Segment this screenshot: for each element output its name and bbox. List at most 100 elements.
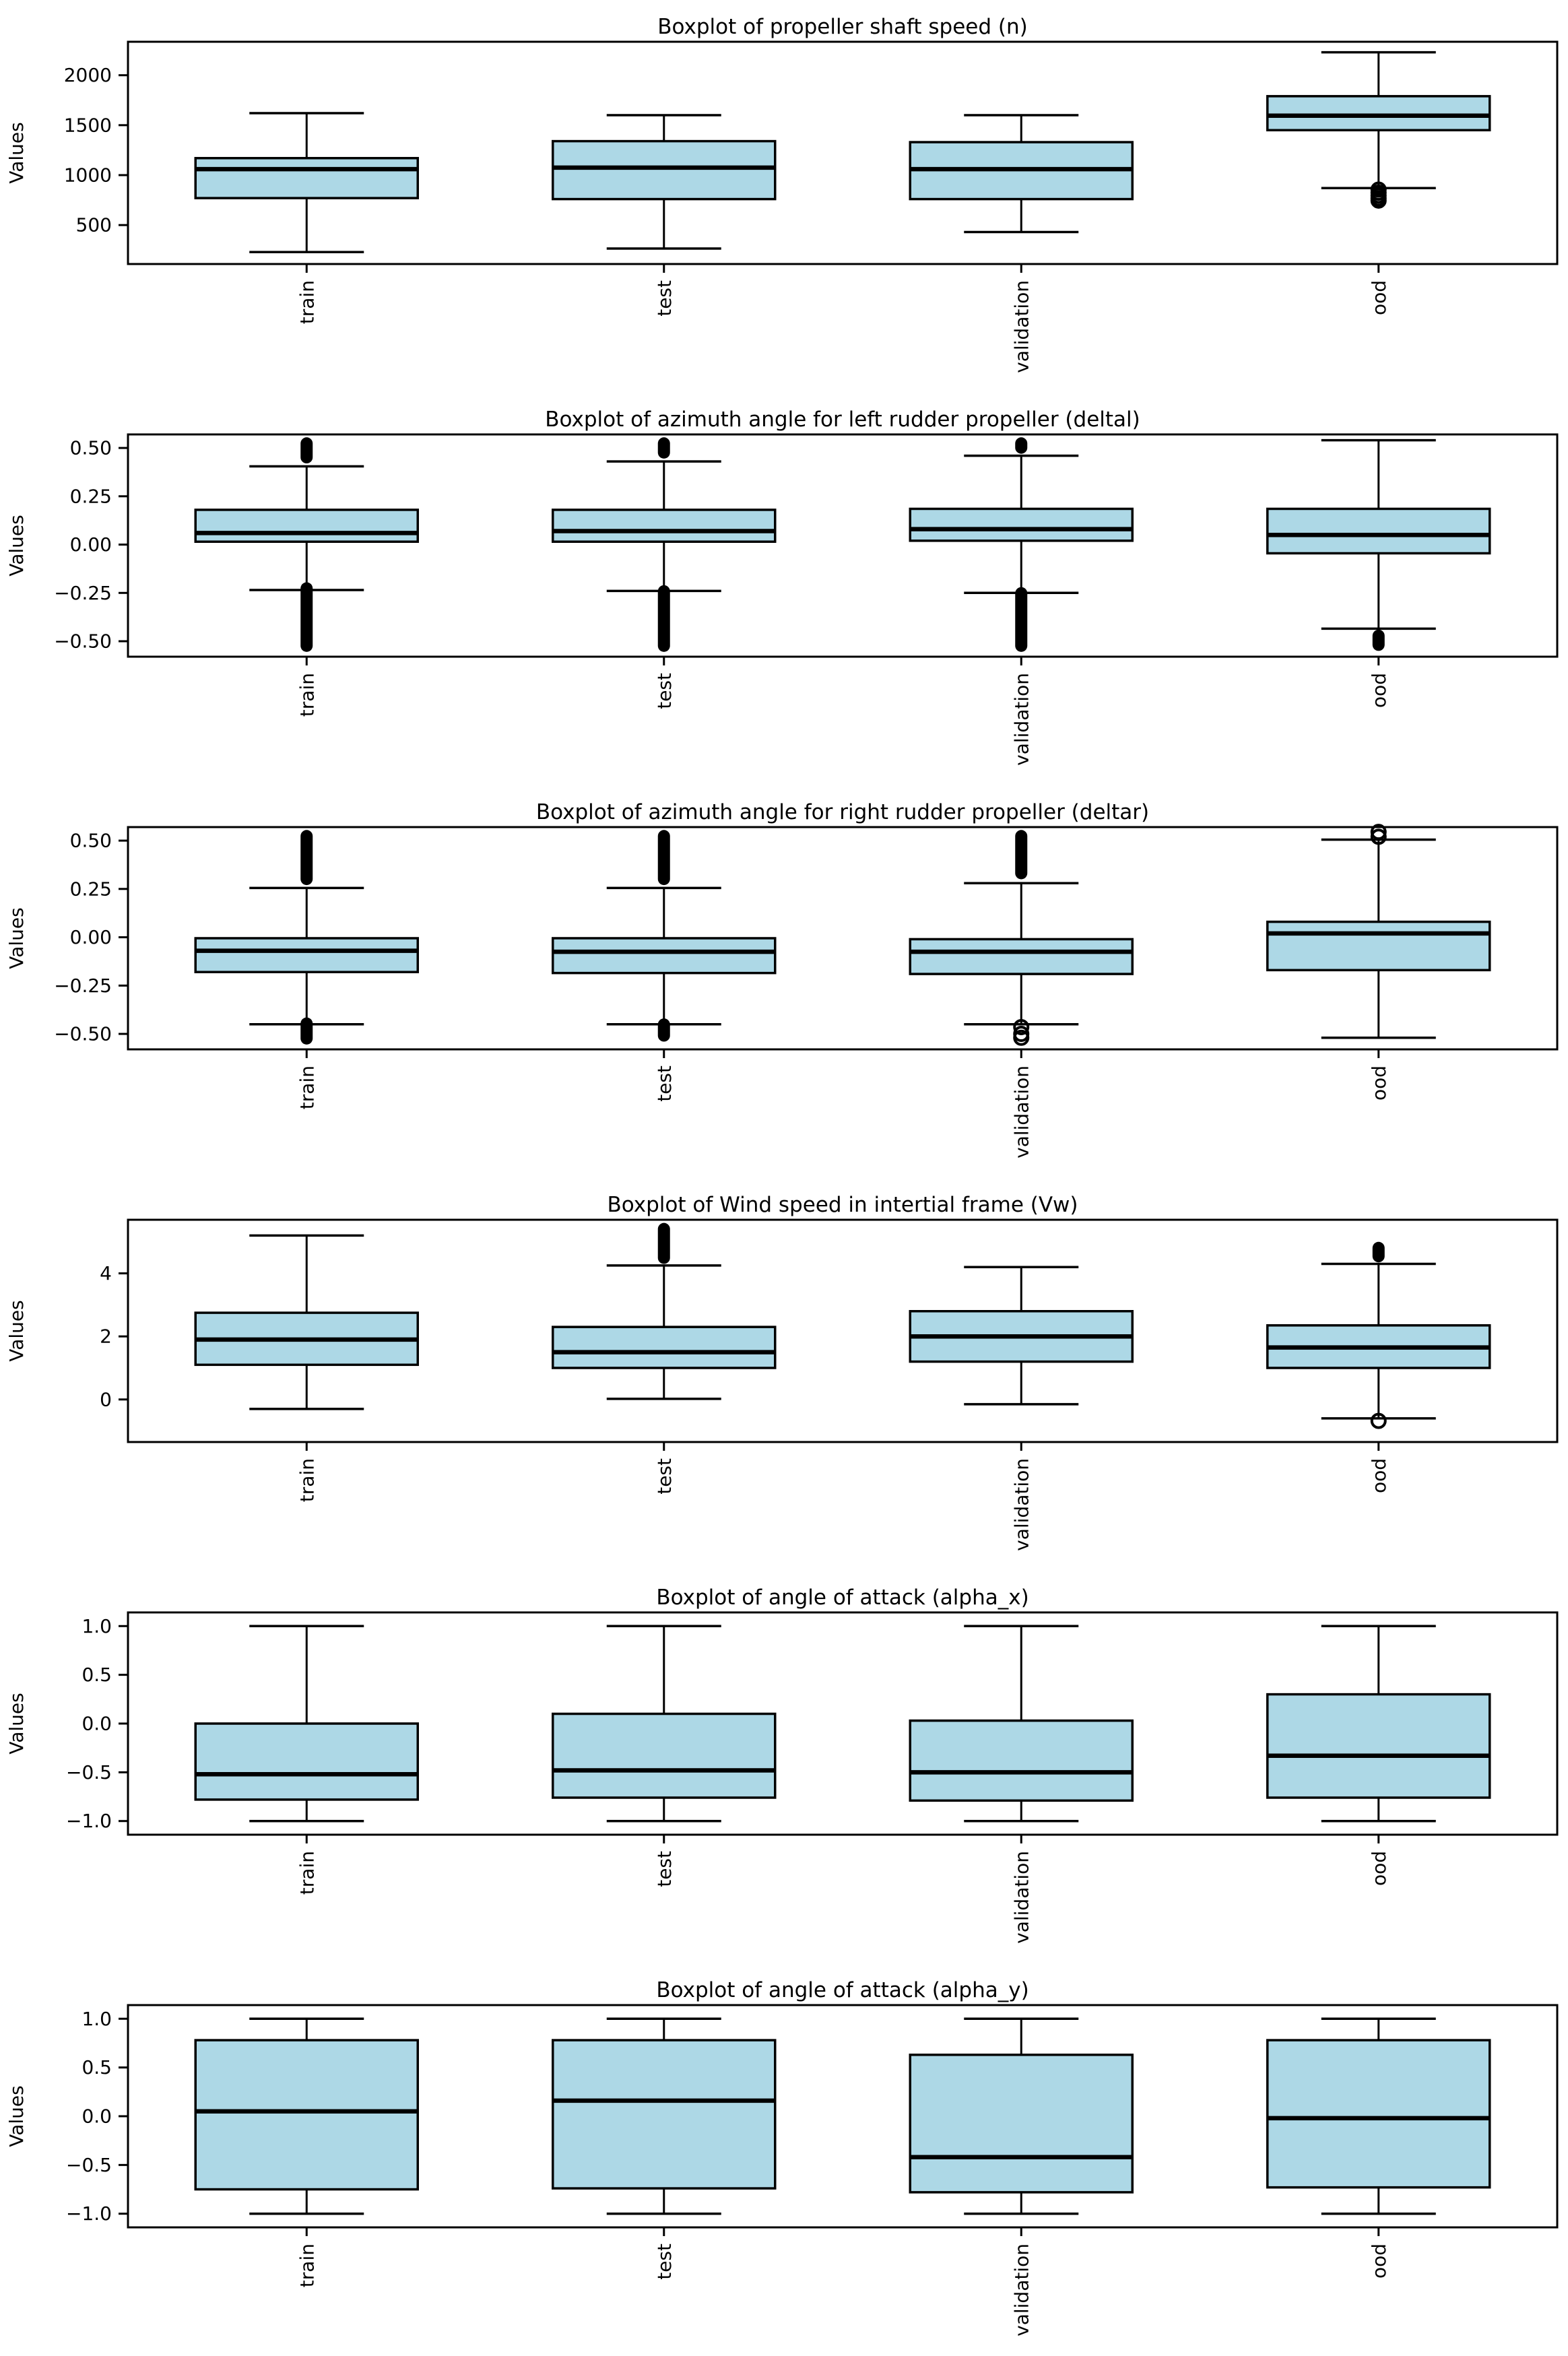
outlier-column bbox=[300, 830, 313, 886]
outlier-column bbox=[1372, 1241, 1385, 1263]
y-tick-label: −0.5 bbox=[66, 1761, 112, 1784]
y-tick-label: 0.25 bbox=[70, 485, 112, 507]
x-tick-label: test bbox=[653, 1066, 676, 1102]
outlier-circle bbox=[1370, 1412, 1387, 1429]
box-test: test bbox=[552, 830, 777, 1102]
y-axis-label: Values bbox=[5, 907, 28, 969]
outlier-column bbox=[657, 1222, 670, 1264]
iqr-box bbox=[1266, 920, 1491, 972]
iqr-box bbox=[909, 2054, 1134, 2194]
y-tick-label: 0 bbox=[100, 1388, 112, 1410]
y-tick-label: 0.00 bbox=[70, 926, 112, 948]
box-test: test bbox=[552, 1222, 777, 1495]
outlier-column bbox=[657, 437, 670, 459]
y-tick-label: 0.25 bbox=[70, 878, 112, 900]
y-tick-label: −1.0 bbox=[66, 1810, 112, 1832]
box-test: test bbox=[552, 437, 777, 709]
outlier-column bbox=[657, 1018, 670, 1042]
box-validation: validation bbox=[909, 2017, 1134, 2336]
outlier-column bbox=[300, 582, 313, 652]
x-tick-label: validation bbox=[1010, 2244, 1033, 2336]
box-train: train bbox=[194, 112, 419, 324]
y-axis-label: Values bbox=[5, 122, 28, 183]
x-tick-label: validation bbox=[1010, 280, 1033, 373]
iqr-box bbox=[194, 509, 419, 544]
x-tick-label: test bbox=[653, 673, 676, 709]
iqr-box bbox=[909, 1719, 1134, 1802]
x-tick-label: test bbox=[653, 1851, 676, 1887]
outlier-circle bbox=[1370, 828, 1387, 845]
x-tick-label: train bbox=[296, 280, 318, 324]
plot-border bbox=[127, 40, 1559, 265]
box-ood: ood bbox=[1266, 1625, 1491, 1886]
boxplot-chart-4: Boxplot of Wind speed in intertial frame… bbox=[5, 1193, 1559, 1551]
iqr-box bbox=[194, 2039, 419, 2191]
y-axis-label: Values bbox=[5, 1300, 28, 1361]
outlier-column bbox=[300, 437, 313, 464]
x-tick-label: ood bbox=[1368, 1066, 1390, 1101]
chart-title: Boxplot of azimuth angle for right rudde… bbox=[536, 800, 1149, 824]
boxplot-chart-3: Boxplot of azimuth angle for right rudde… bbox=[5, 800, 1559, 1158]
box-validation: validation bbox=[909, 1266, 1134, 1551]
outlier-column bbox=[300, 1017, 313, 1045]
chart-title: Boxplot of angle of attack (alpha_y) bbox=[656, 1978, 1028, 2002]
iqr-box bbox=[552, 937, 777, 975]
x-tick-label: train bbox=[296, 1458, 318, 1502]
box-train: train bbox=[194, 2017, 419, 2287]
y-tick-label: 1000 bbox=[64, 164, 112, 187]
y-tick-label: 4 bbox=[100, 1262, 112, 1284]
y-tick-label: 500 bbox=[76, 214, 112, 236]
chart-title: Boxplot of angle of attack (alpha_x) bbox=[656, 1585, 1028, 1610]
iqr-box bbox=[1266, 2039, 1491, 2189]
iqr-box bbox=[552, 1326, 777, 1369]
outlier-circle bbox=[1013, 1019, 1030, 1035]
box-ood: ood bbox=[1266, 51, 1491, 315]
y-tick-label: −0.25 bbox=[54, 975, 112, 997]
x-tick-label: validation bbox=[1010, 1851, 1033, 1944]
box-test: test bbox=[552, 2017, 777, 2280]
box-validation: validation bbox=[909, 114, 1134, 373]
y-axis-label: Values bbox=[5, 2085, 28, 2147]
y-tick-label: 2000 bbox=[64, 64, 112, 86]
y-axis-label: Values bbox=[5, 515, 28, 576]
box-train: train bbox=[194, 1234, 419, 1502]
iqr-box bbox=[909, 507, 1134, 542]
box-validation: validation bbox=[909, 437, 1134, 766]
boxplot-chart-2: Boxplot of azimuth angle for left rudder… bbox=[5, 407, 1559, 766]
y-tick-label: 0.50 bbox=[70, 830, 112, 852]
iqr-box bbox=[909, 938, 1134, 975]
outlier-circle bbox=[1013, 1029, 1030, 1046]
y-tick-label: −0.50 bbox=[54, 1023, 112, 1045]
chart-title: Boxplot of azimuth angle for left rudder… bbox=[545, 407, 1140, 432]
box-validation: validation bbox=[909, 1625, 1134, 1944]
x-tick-label: ood bbox=[1368, 2244, 1390, 2279]
outlier-column bbox=[1015, 587, 1028, 652]
x-tick-label: ood bbox=[1368, 673, 1390, 708]
iqr-box bbox=[552, 2039, 777, 2190]
iqr-box bbox=[552, 1712, 777, 1799]
x-tick-label: ood bbox=[1368, 1458, 1390, 1493]
iqr-box bbox=[552, 509, 777, 544]
x-tick-label: validation bbox=[1010, 673, 1033, 766]
chart-title: Boxplot of Wind speed in intertial frame… bbox=[608, 1193, 1078, 1217]
y-tick-label: 1500 bbox=[64, 114, 112, 136]
y-axis-label: Values bbox=[5, 1693, 28, 1754]
x-tick-label: test bbox=[653, 280, 676, 317]
y-tick-label: 2 bbox=[100, 1326, 112, 1348]
outlier-circle bbox=[1370, 824, 1387, 841]
outlier-circle bbox=[1370, 181, 1387, 198]
boxplot-chart-6: Boxplot of angle of attack (alpha_y) Valu… bbox=[5, 1978, 1559, 2336]
iqr-box bbox=[1266, 507, 1491, 555]
y-tick-label: −0.25 bbox=[54, 582, 112, 604]
iqr-box bbox=[194, 1722, 419, 1801]
box-ood: ood bbox=[1266, 824, 1491, 1101]
x-tick-label: test bbox=[653, 1458, 676, 1495]
x-tick-label: ood bbox=[1368, 1851, 1390, 1886]
box-train: train bbox=[194, 437, 419, 717]
boxplot-chart-1: Boxplot of propeller shaft speed (n) Valu… bbox=[5, 15, 1559, 373]
iqr-box bbox=[194, 157, 419, 199]
box-train: train bbox=[194, 1625, 419, 1895]
outlier-column bbox=[657, 830, 670, 886]
